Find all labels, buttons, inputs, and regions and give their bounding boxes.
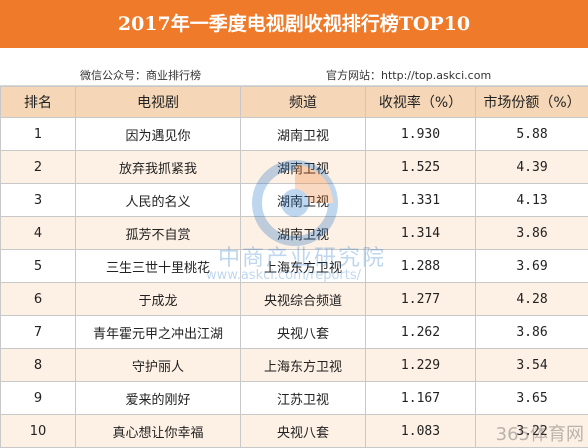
channel-cell: 湖南卫视: [240, 183, 366, 217]
rating-cell: 1.930: [365, 117, 476, 151]
table-row: 3 人民的名义 湖南卫视 1.331 4.13: [0, 183, 588, 217]
share-cell: 4.28: [475, 282, 588, 316]
share-cell: 3.54: [475, 348, 588, 382]
rank-cell: 8: [0, 348, 76, 382]
share-cell: 3.69: [475, 249, 588, 283]
share-cell: 4.39: [475, 150, 588, 184]
share-cell: 3.22: [475, 414, 588, 448]
rating-cell: 1.277: [365, 282, 476, 316]
rank-cell: 4: [0, 216, 76, 250]
channel-cell: 湖南卫视: [240, 216, 366, 250]
chart-title: 2017年一季度电视剧收视排行榜TOP10: [0, 0, 588, 48]
channel-cell: 央视八套: [240, 315, 366, 349]
source-bar: 微信公众号：商业排行榜 官方网站：http://top.askci.com: [0, 48, 588, 86]
drama-cell: 爱来的刚好: [75, 381, 241, 415]
rating-cell: 1.229: [365, 348, 476, 382]
rating-cell: 1.167: [365, 381, 476, 415]
rank-cell: 3: [0, 183, 76, 217]
channel-cell: 上海东方卫视: [240, 348, 366, 382]
table-row: 1 因为遇见你 湖南卫视 1.930 5.88: [0, 117, 588, 151]
share-cell: 3.65: [475, 381, 588, 415]
table-row: 2 放弃我抓紧我 湖南卫视 1.525 4.39: [0, 150, 588, 184]
drama-cell: 人民的名义: [75, 183, 241, 217]
share-cell: 5.88: [475, 117, 588, 151]
rank-cell: 5: [0, 249, 76, 283]
channel-cell: 央视八套: [240, 414, 366, 448]
channel-cell: 湖南卫视: [240, 150, 366, 184]
rank-cell: 6: [0, 282, 76, 316]
rating-cell: 1.288: [365, 249, 476, 283]
drama-cell: 真心想让你幸福: [75, 414, 241, 448]
drama-cell: 守护丽人: [75, 348, 241, 382]
drama-cell: 孤芳不自赏: [75, 216, 241, 250]
website-text: 官方网站：http://top.askci.com: [326, 69, 492, 82]
rank-cell: 9: [0, 381, 76, 415]
channel-cell: 江苏卫视: [240, 381, 366, 415]
drama-cell: 因为遇见你: [75, 117, 241, 151]
table-row: 10 真心想让你幸福 央视八套 1.083 3.22: [0, 414, 588, 448]
column-header-rank: 排名: [0, 86, 76, 118]
share-cell: 4.13: [475, 183, 588, 217]
rating-cell: 1.262: [365, 315, 476, 349]
rank-cell: 2: [0, 150, 76, 184]
drama-cell: 放弃我抓紧我: [75, 150, 241, 184]
drama-cell: 于成龙: [75, 282, 241, 316]
drama-cell: 青年霍元甲之冲出江湖: [75, 315, 241, 349]
rating-cell: 1.525: [365, 150, 476, 184]
wechat-account-text: 微信公众号：商业排行榜: [80, 69, 201, 82]
rank-cell: 10: [0, 414, 76, 448]
channel-cell: 上海东方卫视: [240, 249, 366, 283]
rating-cell: 1.083: [365, 414, 476, 448]
channel-cell: 湖南卫视: [240, 117, 366, 151]
table-row: 7 青年霍元甲之冲出江湖 央视八套 1.262 3.86: [0, 315, 588, 349]
rating-cell: 1.331: [365, 183, 476, 217]
column-header-drama: 电视剧: [75, 86, 241, 118]
table-row: 8 守护丽人 上海东方卫视 1.229 3.54: [0, 348, 588, 382]
rating-cell: 1.314: [365, 216, 476, 250]
channel-cell: 央视综合频道: [240, 282, 366, 316]
drama-cell: 三生三世十里桃花: [75, 249, 241, 283]
column-header-rating: 收视率（%）: [365, 86, 476, 118]
rank-cell: 7: [0, 315, 76, 349]
ranking-table: 排名 电视剧 频道 收视率（%） 市场份额（%） 1 因为遇见你 湖南卫视 1.…: [0, 86, 588, 448]
column-header-channel: 频道: [240, 86, 366, 118]
table-row: 5 三生三世十里桃花 上海东方卫视 1.288 3.69: [0, 249, 588, 283]
table-row: 9 爱来的刚好 江苏卫视 1.167 3.65: [0, 381, 588, 415]
table-row: 4 孤芳不自赏 湖南卫视 1.314 3.86: [0, 216, 588, 250]
table-header-row: 排名 电视剧 频道 收视率（%） 市场份额（%）: [0, 86, 588, 118]
column-header-share: 市场份额（%）: [475, 86, 588, 118]
share-cell: 3.86: [475, 315, 588, 349]
table-row: 6 于成龙 央视综合频道 1.277 4.28: [0, 282, 588, 316]
share-cell: 3.86: [475, 216, 588, 250]
rank-cell: 1: [0, 117, 76, 151]
